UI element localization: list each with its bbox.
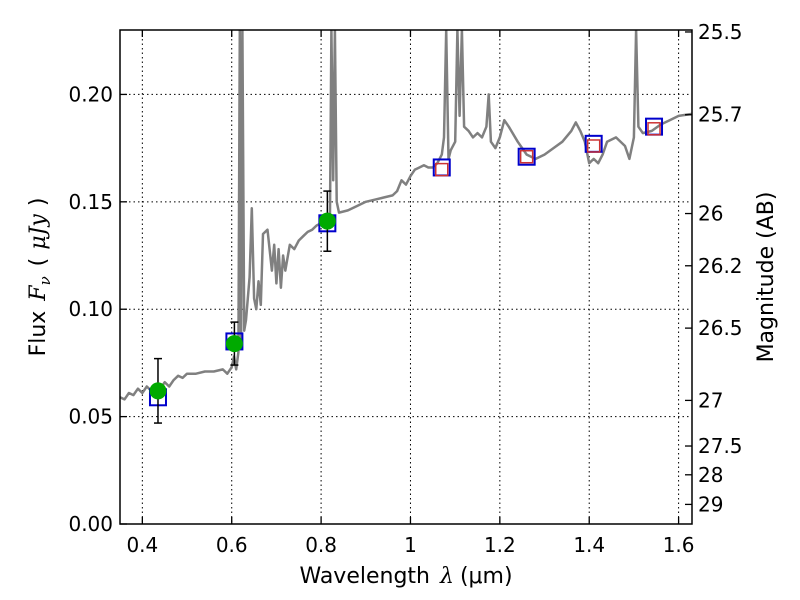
y2-tick-label: 26.2: [698, 254, 743, 278]
y2-tick-label: 27: [698, 388, 723, 412]
y-tick-label: 0.20: [68, 82, 113, 106]
detection-point: [149, 382, 167, 400]
x-tick-label: 1: [404, 533, 417, 557]
y-axis-label: FluxFν(μJy): [26, 198, 54, 357]
model-spectrum-line: [120, 30, 692, 401]
y2-axis-label: Magnitude (AB): [754, 192, 779, 363]
grid-lines: [120, 30, 692, 525]
x-tick-label: 1.2: [484, 533, 516, 557]
x-tick-label: 0.6: [216, 533, 248, 557]
detection-point: [225, 335, 243, 353]
x-axis-label: Wavelength λ (μm): [299, 564, 512, 589]
y2-tick-label: 27.5: [698, 434, 743, 458]
y-tick-label: 0.00: [68, 512, 113, 536]
y-tick-label: 0.05: [68, 405, 113, 429]
y2-tick-label: 28: [698, 463, 723, 487]
y2-tick-label: 25.7: [698, 103, 743, 127]
detection-point: [318, 212, 336, 230]
x-tick-label: 1.4: [573, 533, 605, 557]
y-tick-label: 0.10: [68, 297, 113, 321]
y-tick-label: 0.15: [68, 190, 113, 214]
y2-tick-label: 25.5: [698, 20, 743, 44]
plot-frame: [119, 29, 693, 525]
x-tick-label: 1.6: [663, 533, 695, 557]
x-tick-label: 0.8: [305, 533, 337, 557]
y2-tick-label: 26.5: [698, 316, 743, 340]
plot-area: [120, 30, 692, 424]
observed-ir-point: [435, 162, 449, 177]
observed-ir-point: [586, 139, 601, 153]
y2-tick-label: 26: [698, 202, 723, 226]
axis-ticks: 0.4 0.6 0.8 1 1.2 1.4 1.6 0.00 0.05 0.10 0.15 0.20 2…: [68, 20, 742, 557]
observed-ir-point: [647, 122, 661, 136]
model-photometry-point: [517, 147, 536, 166]
observed-ir-point: [519, 149, 534, 164]
y2-tick-label: 29: [698, 492, 723, 516]
x-tick-label: 0.4: [126, 533, 158, 557]
